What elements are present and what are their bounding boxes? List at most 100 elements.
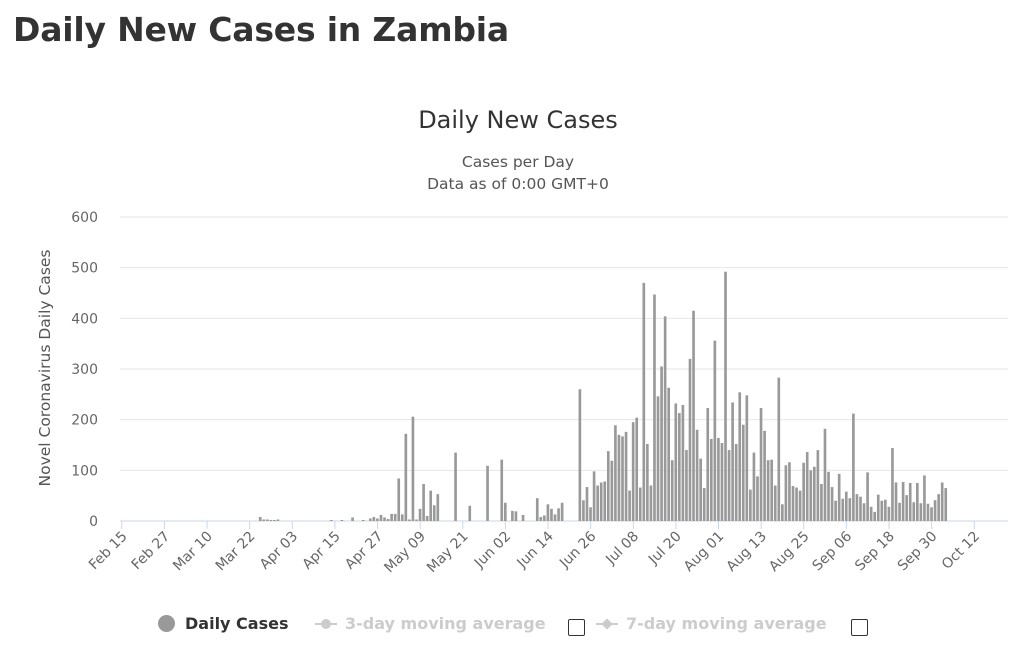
daily-cases-bar[interactable] [784, 465, 788, 521]
daily-cases-bar[interactable] [926, 503, 930, 521]
daily-cases-bar[interactable] [511, 510, 514, 521]
daily-cases-bar[interactable] [908, 483, 912, 521]
daily-cases-bar[interactable] [631, 422, 635, 521]
daily-cases-bar[interactable] [770, 459, 774, 521]
daily-cases-bar[interactable] [781, 504, 784, 521]
daily-cases-bar[interactable] [734, 443, 738, 521]
daily-cases-bar[interactable] [500, 459, 504, 521]
daily-cases-bar[interactable] [486, 465, 489, 521]
daily-cases-bar[interactable] [869, 506, 873, 521]
daily-cases-bar[interactable] [422, 484, 425, 521]
daily-cases-bar[interactable] [585, 487, 589, 521]
daily-cases-bar[interactable] [635, 417, 639, 521]
daily-cases-bar[interactable] [546, 504, 550, 521]
daily-cases-bar[interactable] [273, 519, 276, 521]
daily-cases-bar[interactable] [919, 503, 923, 521]
daily-cases-bar[interactable] [454, 452, 457, 521]
daily-cases-bar[interactable] [923, 475, 926, 521]
daily-cases-bar[interactable] [340, 519, 344, 521]
daily-cases-bar[interactable] [891, 448, 894, 521]
daily-cases-bar[interactable] [901, 481, 905, 521]
daily-cases-bar[interactable] [933, 500, 937, 521]
daily-cases-bar[interactable] [361, 519, 365, 521]
daily-cases-bar[interactable] [717, 437, 720, 521]
legend-3-day-moving-average[interactable]: 3-day moving average [315, 612, 546, 636]
daily-cases-bar[interactable] [681, 404, 685, 521]
daily-cases-bar[interactable] [816, 450, 820, 521]
daily-cases-bar[interactable] [848, 498, 852, 521]
daily-cases-bar[interactable] [809, 470, 813, 521]
daily-cases-bar[interactable] [862, 503, 866, 521]
daily-cases-bar[interactable] [660, 366, 663, 521]
daily-cases-bar[interactable] [514, 511, 518, 521]
daily-cases-bar[interactable] [262, 519, 266, 521]
daily-cases-bar[interactable] [852, 413, 855, 521]
daily-cases-bar[interactable] [930, 507, 933, 521]
daily-cases-bar[interactable] [916, 483, 919, 521]
daily-cases-bar[interactable] [269, 519, 273, 521]
daily-cases-bar[interactable] [411, 416, 415, 521]
daily-cases-bar[interactable] [802, 462, 805, 521]
legend-daily-cases[interactable]: Daily Cases [158, 612, 288, 636]
daily-cases-bar[interactable] [855, 494, 859, 521]
daily-cases-bar[interactable] [578, 389, 582, 521]
daily-cases-bar[interactable] [468, 505, 472, 521]
daily-cases-bar[interactable] [798, 490, 802, 521]
daily-cases-bar[interactable] [788, 462, 791, 521]
daily-cases-bar[interactable] [628, 490, 631, 521]
daily-cases-bar[interactable] [351, 517, 354, 521]
toggle-3-day-checkbox[interactable] [568, 619, 585, 636]
daily-cases-bar[interactable] [653, 294, 656, 521]
daily-cases-bar[interactable] [404, 433, 408, 521]
daily-cases-bar[interactable] [844, 491, 848, 521]
daily-cases-bar[interactable] [678, 413, 681, 521]
daily-cases-bar[interactable] [368, 518, 372, 521]
daily-cases-bar[interactable] [265, 519, 269, 521]
daily-cases-bar[interactable] [752, 452, 756, 521]
daily-cases-bar[interactable] [400, 514, 404, 521]
daily-cases-bar[interactable] [731, 402, 734, 521]
daily-cases-bar[interactable] [763, 430, 766, 521]
daily-cases-bar[interactable] [940, 482, 944, 521]
daily-cases-bar[interactable] [887, 506, 891, 521]
daily-cases-bar[interactable] [713, 340, 717, 521]
daily-cases-bar[interactable] [379, 514, 383, 521]
daily-cases-bar[interactable] [543, 515, 546, 521]
daily-cases-bar[interactable] [944, 488, 948, 521]
daily-cases-bar[interactable] [539, 516, 543, 521]
daily-cases-bar[interactable] [837, 473, 841, 521]
daily-cases-bar[interactable] [898, 502, 901, 521]
daily-cases-bar[interactable] [884, 499, 887, 521]
daily-cases-bar[interactable] [692, 310, 695, 521]
daily-cases-bar[interactable] [646, 443, 649, 521]
daily-cases-bar[interactable] [724, 271, 727, 521]
daily-cases-bar[interactable] [258, 516, 262, 521]
daily-cases-bar[interactable] [674, 403, 678, 521]
daily-cases-bar[interactable] [372, 516, 376, 521]
daily-cases-bar[interactable] [383, 517, 386, 521]
daily-cases-bar[interactable] [741, 424, 745, 521]
daily-cases-bar[interactable] [617, 434, 621, 521]
daily-cases-bar[interactable] [812, 466, 816, 521]
daily-cases-bar[interactable] [805, 452, 809, 521]
daily-cases-bar[interactable] [592, 471, 596, 521]
daily-cases-bar[interactable] [866, 472, 869, 521]
daily-cases-bar[interactable] [759, 408, 763, 521]
daily-cases-bar[interactable] [649, 485, 653, 521]
daily-cases-bar[interactable] [606, 451, 610, 521]
daily-cases-bar[interactable] [663, 316, 667, 521]
daily-cases-bar[interactable] [386, 518, 390, 521]
daily-cases-bar[interactable] [596, 485, 599, 521]
daily-cases-bar[interactable] [688, 358, 692, 521]
daily-cases-bar[interactable] [376, 518, 379, 521]
daily-cases-bar[interactable] [880, 500, 884, 521]
daily-cases-bar[interactable] [329, 519, 333, 521]
daily-cases-bar[interactable] [791, 486, 795, 521]
daily-cases-bar[interactable] [841, 498, 845, 521]
daily-cases-bar[interactable] [937, 494, 940, 521]
daily-cases-bar[interactable] [535, 498, 539, 521]
daily-cases-bar[interactable] [589, 507, 592, 521]
daily-cases-bar[interactable] [642, 282, 646, 521]
daily-cases-bar[interactable] [436, 494, 440, 521]
daily-cases-bar[interactable] [599, 482, 603, 521]
